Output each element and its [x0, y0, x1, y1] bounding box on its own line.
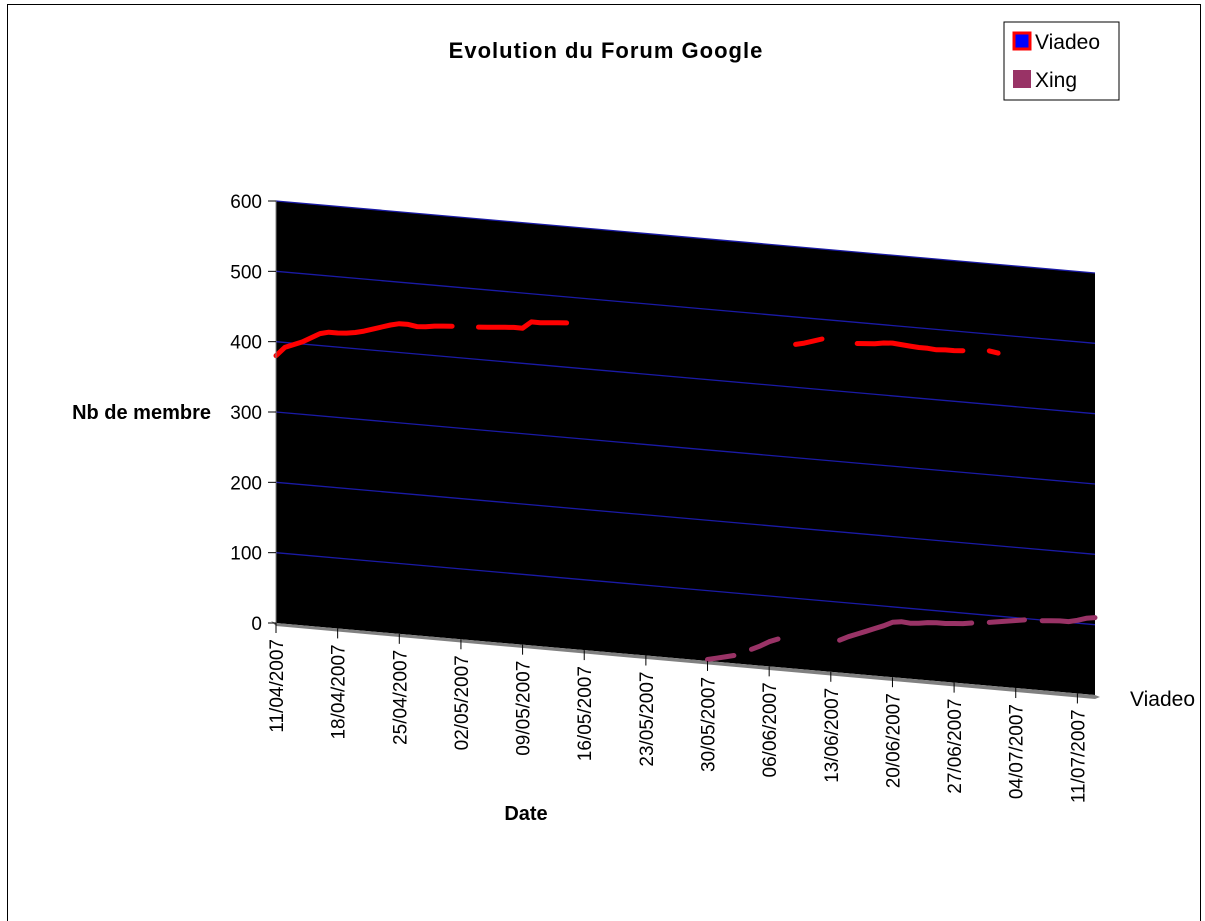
series-viadeo-line-segment [854, 340, 966, 354]
series-xing-line-segment [749, 636, 781, 652]
series-viadeo-line-segment [793, 336, 825, 347]
series-xing-line-segment [837, 619, 975, 643]
series-layer [273, 319, 1098, 662]
y-tick-label: 400 [230, 333, 262, 354]
plot-layer [271, 200, 1100, 699]
series-xing-line-segment [986, 617, 1027, 625]
gridline-300 [275, 411, 1096, 485]
x-tick-label: 02/05/2007 [452, 655, 473, 750]
series-viadeo-line-segment [986, 348, 1001, 356]
series-xing-line-segment [1039, 615, 1098, 625]
axis-layer: 0 100 200 300 400 500 600 11/04/2007 18/04/2007 2… [230, 192, 1089, 803]
x-tick-label: 18/04/2007 [329, 644, 350, 739]
x-tick-label: 06/06/2007 [760, 682, 781, 777]
x-axis-title: Date [504, 803, 547, 825]
chart-frame [7, 4, 1201, 921]
y-tick-label: 200 [230, 473, 262, 494]
series-viadeo-line-segment [476, 319, 570, 331]
y-tick-label: 600 [230, 192, 262, 213]
x-tick-label: 30/05/2007 [699, 677, 720, 772]
y-tick-label: 100 [230, 544, 262, 565]
x-tick-label: 13/06/2007 [822, 688, 843, 783]
x-tick-label: 27/06/2007 [945, 699, 966, 794]
x-tick-label: 25/04/2007 [390, 650, 411, 745]
y-tick-label: 0 [251, 614, 262, 635]
gridline-400 [275, 341, 1096, 415]
y-tick-label: 300 [230, 403, 262, 424]
series-viadeo-line-segment [273, 321, 455, 359]
x-tick-label: 11/07/2007 [1068, 709, 1089, 803]
legend-swatch-xing [1013, 70, 1031, 88]
legend-label-viadeo: Viadeo [1035, 31, 1100, 54]
legend-swatch-viadeo [1012, 31, 1032, 51]
y-axis-title: Nb de membre [72, 402, 211, 424]
legend: Viadeo Xing [1003, 21, 1120, 101]
gridline-100 [275, 552, 1096, 626]
x-tick-label: 20/06/2007 [883, 693, 904, 788]
y-tick-label: 500 [230, 262, 262, 283]
series-xing-line-segment [705, 653, 737, 662]
x-tick-label: 09/05/2007 [514, 661, 535, 756]
x-tick-label: 23/05/2007 [637, 672, 658, 767]
series-axis-label: Viadeo [1130, 688, 1195, 711]
x-tick-label: 11/04/2007 [267, 639, 288, 733]
gridline-200 [275, 481, 1096, 555]
gridline-600 [275, 200, 1096, 274]
x-tick-label: 04/07/2007 [1007, 704, 1028, 799]
x-tick-label: 16/05/2007 [575, 666, 596, 761]
gridline-500 [275, 270, 1096, 344]
legend-label-xing: Xing [1035, 69, 1077, 92]
chart-title: Evolution du Forum Google [449, 38, 764, 63]
